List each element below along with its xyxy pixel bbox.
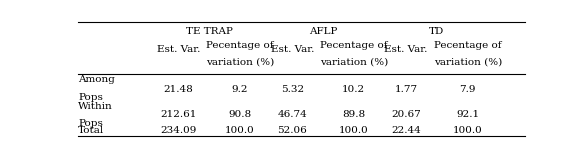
Text: 100.0: 100.0 [339,126,369,135]
Text: 20.67: 20.67 [391,110,421,119]
Text: variation (%): variation (%) [433,57,502,66]
Text: variation (%): variation (%) [206,57,274,66]
Text: Within: Within [78,102,113,111]
Text: 46.74: 46.74 [278,110,307,119]
Text: 92.1: 92.1 [456,110,479,119]
Text: 52.06: 52.06 [278,126,307,135]
Text: Pecentage of: Pecentage of [320,41,387,50]
Text: 9.2: 9.2 [232,85,248,94]
Text: 100.0: 100.0 [453,126,483,135]
Text: TE TRAP: TE TRAP [186,27,232,37]
Text: 5.32: 5.32 [280,85,304,94]
Text: Total: Total [78,126,104,135]
Text: Est. Var.: Est. Var. [156,45,200,54]
Text: Est. Var.: Est. Var. [385,45,428,54]
Text: 7.9: 7.9 [459,85,476,94]
Text: 234.09: 234.09 [160,126,196,135]
Text: 10.2: 10.2 [342,85,365,94]
Text: 90.8: 90.8 [228,110,252,119]
Text: 1.77: 1.77 [395,85,417,94]
Text: 21.48: 21.48 [163,85,193,94]
Text: Among: Among [78,76,115,85]
Text: 22.44: 22.44 [391,126,421,135]
Text: Pops: Pops [78,119,103,128]
Text: 89.8: 89.8 [342,110,365,119]
Text: variation (%): variation (%) [320,57,388,66]
Text: Pops: Pops [78,93,103,102]
Text: TD: TD [429,27,445,37]
Text: 100.0: 100.0 [225,126,255,135]
Text: AFLP: AFLP [309,27,337,37]
Text: Est. Var.: Est. Var. [270,45,314,54]
Text: Pecentage of: Pecentage of [206,41,273,50]
Text: Pecentage of: Pecentage of [434,41,502,50]
Text: 212.61: 212.61 [160,110,196,119]
